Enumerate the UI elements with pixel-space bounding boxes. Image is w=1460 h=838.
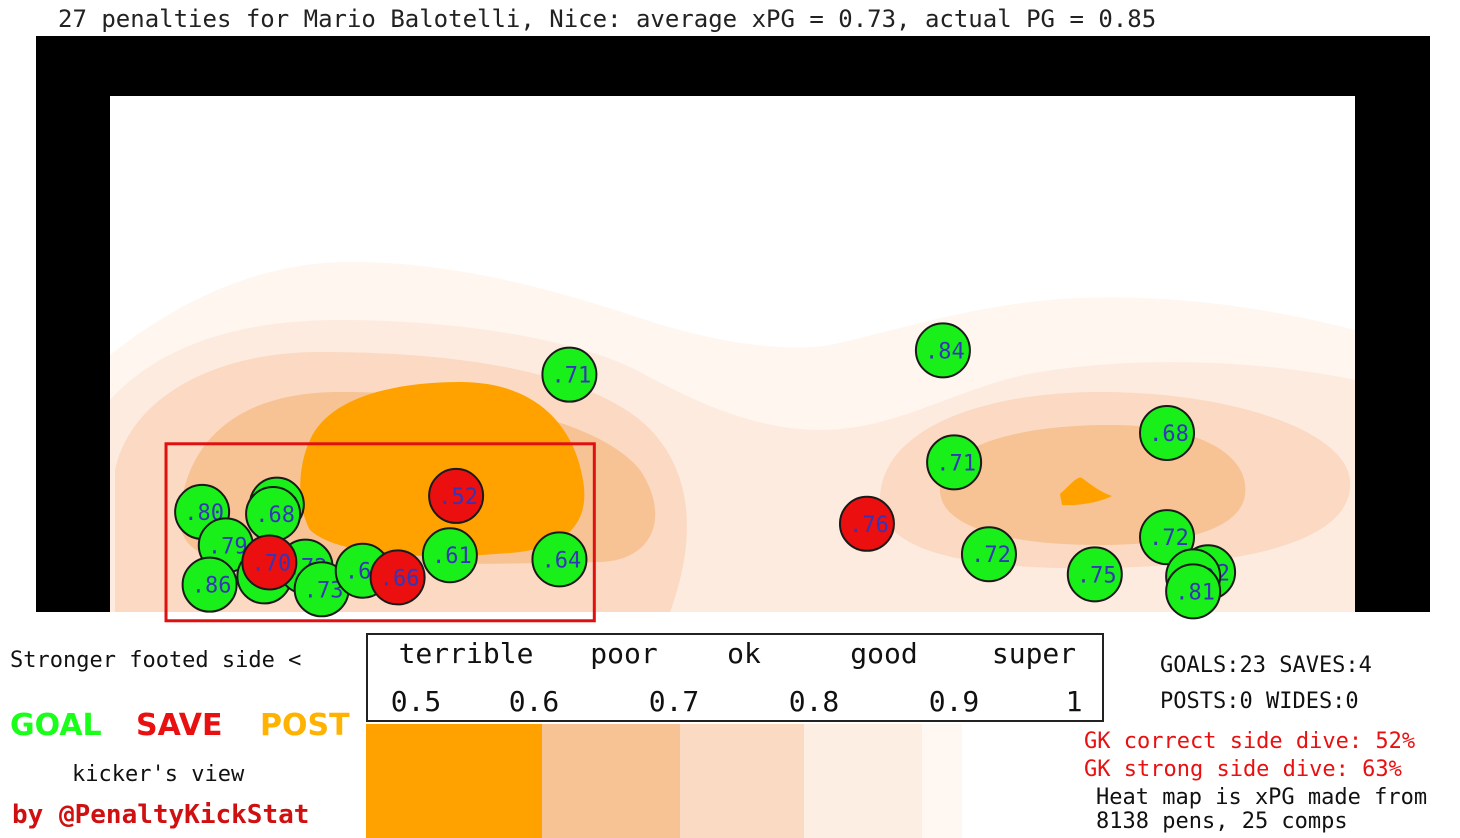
shot-save-11: .52 — [428, 467, 485, 524]
shot-xpg-label: .61 — [432, 544, 472, 569]
shot-goal-2: .86 — [181, 556, 238, 613]
shot-xpg-label: .70 — [251, 551, 291, 576]
shot-marker — [1139, 509, 1196, 566]
shot-goal-20: .68 — [1139, 404, 1196, 461]
scale-word-super: super — [991, 637, 1077, 670]
shot-marker — [369, 549, 426, 606]
scale-word-good: good — [850, 637, 918, 670]
scale-num-1: 1 — [1065, 685, 1083, 718]
shot-marker — [531, 531, 588, 588]
shot-marker — [181, 556, 238, 613]
shot-xpg-label: .64 — [542, 548, 582, 573]
shot-marker — [1165, 563, 1222, 620]
shot-goal-4: .68 — [245, 485, 302, 542]
shot-marker — [914, 322, 971, 379]
shot-marker — [960, 526, 1017, 583]
shot-marker — [241, 534, 298, 591]
view-label: kicker's view — [72, 762, 245, 787]
stats-panel: GOALS:23 SAVES:4 POSTS:0 WIDES:0 — [1160, 648, 1372, 720]
byline: by @PenaltyKickStat — [12, 800, 310, 830]
shot-marker — [428, 467, 485, 524]
heat-note-line1: Heat map is xPG made from — [1096, 786, 1428, 810]
shot-goal-13: .64 — [531, 531, 588, 588]
gk-dive-stats: GK correct side dive: 52% GK strong side… — [1084, 728, 1460, 784]
scale-num-0-5: 0.5 — [390, 685, 442, 718]
scale-num-0-6: 0.6 — [508, 685, 560, 718]
shot-xpg-label: .66 — [380, 566, 420, 591]
shot-save-15: .76 — [838, 495, 895, 552]
legend-save: SAVE — [136, 708, 223, 743]
heat-note-line2: 8138 pens, 25 comps — [1096, 809, 1348, 834]
shot-xpg-label: .68 — [255, 503, 295, 528]
shot-goal-17: .71 — [926, 434, 983, 491]
shot-xpg-label: .81 — [1175, 580, 1215, 605]
shot-goal-7: .73 — [293, 561, 350, 618]
scale-swatch-poor — [542, 724, 680, 838]
scale-num-0-7: 0.7 — [648, 685, 700, 718]
shot-marker — [541, 346, 598, 403]
shot-goal-18: .72 — [960, 526, 1017, 583]
shot-xpg-label: .73 — [304, 578, 344, 603]
footed-side-label: Stronger footed side < — [10, 648, 302, 673]
posts-wides-stat: POSTS:0 WIDES:0 — [1160, 689, 1359, 714]
shot-goal-19: .75 — [1066, 546, 1123, 603]
highlight-box — [164, 442, 596, 623]
shot-xpg-label: .79 — [208, 534, 248, 559]
scale-swatch-terrible — [366, 724, 542, 838]
legend-goal: GOAL — [10, 708, 102, 743]
shot-goal-24: .81 — [1165, 563, 1222, 620]
shot-xpg-label: .75 — [1077, 563, 1117, 588]
legend-post: POST — [260, 708, 350, 743]
gk-strong-side: GK strong side dive: 63% — [1084, 757, 1402, 782]
heat-layer-5b — [1060, 477, 1112, 506]
shot-marker — [1139, 404, 1196, 461]
shot-xpg-label: .76 — [849, 513, 889, 538]
shot-marker — [838, 495, 895, 552]
shot-goal-16: .84 — [914, 322, 971, 379]
heat-map-note: Heat map is xPG made from 8138 pens, 25 … — [1096, 786, 1460, 834]
scale-word-poor: poor — [590, 637, 658, 670]
shot-xpg-label: .72 — [1149, 526, 1189, 551]
shot-xpg-label: .52 — [438, 485, 478, 510]
shot-xpg-label: .84 — [925, 339, 965, 364]
shot-marker — [421, 527, 478, 584]
scale-num-0-8: 0.8 — [788, 685, 840, 718]
shot-marker — [1066, 546, 1123, 603]
heat-layer-5 — [300, 382, 585, 557]
shots-layer: .80.79.86.68.68.70.72.73.66.70.66.52.61.… — [174, 322, 1237, 620]
shot-xpg-label: .68 — [1149, 422, 1189, 447]
shot-goal-12: .61 — [421, 527, 478, 584]
xpg-scale-legend: terrible poor ok good super 0.5 0.6 0.7 … — [366, 633, 1104, 722]
scale-num-0-9: 0.9 — [928, 685, 980, 718]
scale-word-terrible: terrible — [398, 637, 534, 670]
shot-xpg-label: .86 — [192, 574, 232, 599]
shot-save-9: .70 — [241, 534, 298, 591]
shot-xpg-label: .71 — [552, 364, 592, 389]
shot-goal-21: .72 — [1139, 509, 1196, 566]
scale-swatch-good — [804, 724, 922, 838]
goals-saves-stat: GOALS:23 SAVES:4 — [1160, 653, 1372, 678]
scale-swatch-super — [922, 724, 962, 838]
shot-goal-14: .71 — [541, 346, 598, 403]
shot-marker — [926, 434, 983, 491]
goal-chart: .80.79.86.68.68.70.72.73.66.70.66.52.61.… — [36, 36, 1430, 623]
shot-xpg-label: .71 — [936, 451, 976, 476]
scale-swatch-ok — [680, 724, 804, 838]
shot-save-10: .66 — [369, 549, 426, 606]
chart-title: 27 penalties for Mario Balotelli, Nice: … — [58, 5, 1157, 33]
gk-correct-side: GK correct side dive: 52% — [1084, 729, 1416, 754]
scale-word-ok: ok — [727, 637, 761, 670]
shot-xpg-label: .72 — [971, 543, 1011, 568]
